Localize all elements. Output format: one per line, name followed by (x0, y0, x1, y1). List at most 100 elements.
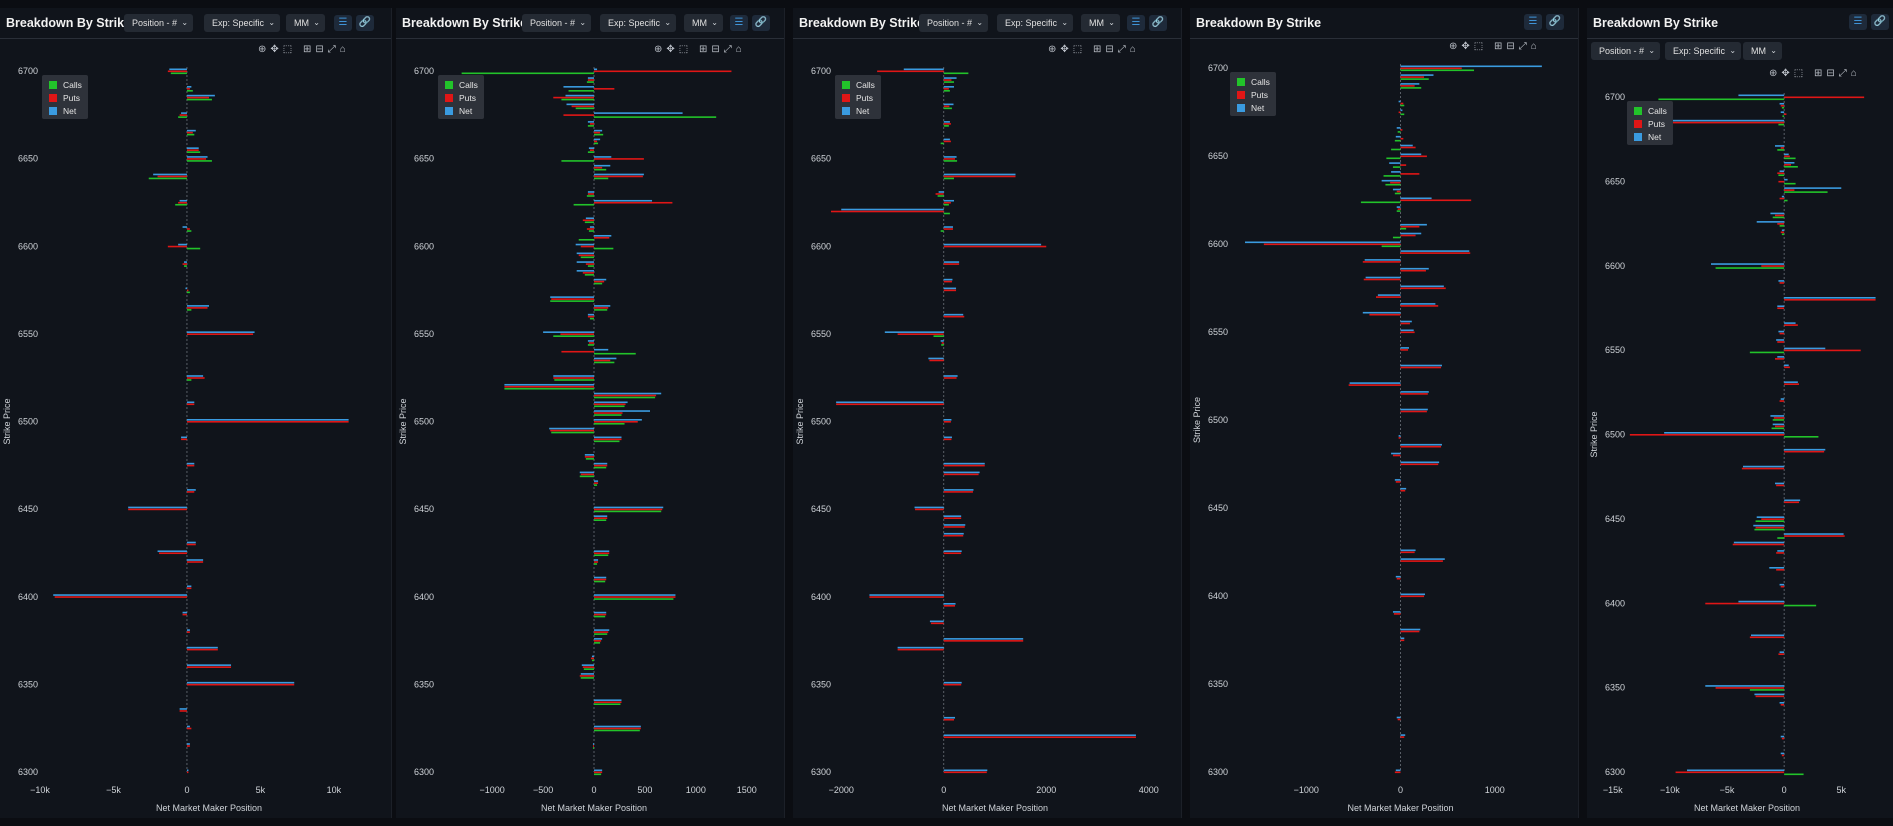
net-bar (1784, 297, 1876, 299)
puts-bar (54, 596, 187, 598)
position-dropdown[interactable]: Position - # ⌄ (124, 14, 194, 32)
calls-bar (943, 90, 950, 92)
net-bar (943, 550, 962, 553)
puts-bar (1784, 155, 1790, 158)
net-bar (53, 594, 187, 596)
mm-dropdown[interactable]: MM ⌄ (1081, 14, 1120, 32)
expiration-dropdown[interactable]: Exp: Specific ⌄ (997, 14, 1074, 32)
net-bar (1780, 735, 1785, 738)
net-bar (594, 305, 611, 307)
puts-bar (186, 421, 349, 423)
calls-bar (943, 107, 952, 110)
strike-chart-2[interactable]: 6700 6650 6600 6550 6500 6450 6400 6350 6300 −100… (396, 8, 785, 818)
puts-bar (594, 158, 644, 160)
link-icon[interactable]: 🔗 (1149, 15, 1167, 31)
puts-bar (943, 534, 964, 537)
strike-chart-1[interactable]: 6700 6650 6600 6550 6500 6450 6400 6350 6300 −10k… (0, 8, 392, 818)
panel-header: Breakdown By Strike ☰ 🔗 (1190, 8, 1578, 39)
net-bar (1400, 408, 1428, 411)
position-dropdown[interactable]: Position - # ⌄ (522, 14, 592, 32)
calls-bar (1784, 604, 1817, 607)
calls-bar (587, 344, 594, 346)
legend-swatch-puts (1634, 120, 1642, 128)
calls-bar (1771, 427, 1785, 430)
panel-header: Breakdown By Strike Position - # ⌄ Exp: S… (0, 8, 391, 39)
position-dropdown[interactable]: Position - # ⌄ (1591, 42, 1661, 60)
calls-bar (561, 160, 594, 162)
panel-title: Breakdown By Strike (799, 16, 925, 30)
calls-bar (1781, 106, 1785, 109)
calls-bar (175, 203, 187, 206)
net-bar (1777, 305, 1785, 308)
calls-bar (1715, 267, 1785, 269)
chart-toolbar[interactable]: ⊕✥⬚ ⊞⊟⤢⌂ (1048, 44, 1140, 55)
puts-bar (1400, 155, 1427, 158)
calls-bar (594, 633, 608, 635)
chart-toolbar[interactable]: ⊕✥⬚ ⊞⊟⤢⌂ (654, 44, 746, 55)
puts-bar (550, 429, 594, 432)
chart-toolbar[interactable]: ⊕✥⬚ ⊞⊟⤢⌂ (1449, 41, 1541, 52)
puts-bar (586, 228, 594, 230)
puts-bar (186, 88, 190, 90)
calls-bar (594, 361, 615, 364)
puts-bar (1779, 282, 1785, 284)
mm-dropdown[interactable]: MM ⌄ (286, 14, 325, 32)
net-bar (581, 664, 594, 666)
net-bar (1705, 685, 1785, 687)
list-icon[interactable]: ☰ (1127, 15, 1145, 31)
calls-bar (589, 317, 594, 320)
puts-bar (1780, 147, 1785, 149)
expiration-dropdown[interactable]: Exp: Specific ⌄ (1665, 42, 1742, 60)
net-bar (943, 471, 980, 474)
net-bar (587, 77, 594, 79)
chart-toolbar[interactable]: ⊕✥⬚ ⊞⊟⤢⌂ (1769, 68, 1861, 79)
puts-bar (1400, 85, 1415, 87)
position-dropdown[interactable]: Position - # ⌄ (919, 14, 989, 32)
link-icon[interactable]: 🔗 (1871, 14, 1889, 30)
net-bar (566, 103, 594, 106)
chart-toolbar[interactable]: ⊕✥⬚ ⊞⊟⤢⌂ (258, 44, 350, 55)
puts-bar (587, 315, 594, 318)
x-tick-label: −5k (1720, 785, 1735, 795)
strike-chart-4[interactable]: 6700 6650 6600 6550 6500 6450 6400 6350 6300 −100… (1190, 8, 1579, 818)
list-icon[interactable]: ☰ (334, 15, 352, 31)
list-icon[interactable]: ☰ (1849, 14, 1867, 30)
net-bar (594, 156, 612, 158)
puts-bar (182, 613, 187, 616)
mm-dropdown[interactable]: MM ⌄ (684, 14, 723, 32)
strike-chart-3[interactable]: 6700 6650 6600 6550 6500 6450 6400 6350 6300 −200… (793, 8, 1182, 818)
chevron-down-icon: ⌄ (664, 18, 672, 27)
list-icon[interactable]: ☰ (1524, 14, 1542, 30)
mm-dropdown[interactable]: MM ⌄ (1743, 42, 1782, 60)
calls-bar (579, 475, 594, 478)
puts-bar (588, 342, 594, 344)
puts-bar (1784, 535, 1845, 537)
calls-bar (1400, 87, 1422, 89)
calls-bar (594, 466, 607, 469)
net-bar (1400, 250, 1470, 252)
panel-title: Breakdown By Strike (1196, 16, 1322, 30)
list-icon[interactable]: ☰ (730, 15, 748, 31)
puts-bar (553, 377, 594, 379)
link-icon[interactable]: 🔗 (356, 15, 374, 31)
puts-bar (943, 79, 952, 81)
strike-chart-5[interactable]: 6700 6650 6600 6550 6500 6450 6400 6350 6300 −15k… (1587, 8, 1893, 818)
calls-bar (1400, 69, 1475, 72)
x-tick-label: 0 (1398, 785, 1403, 795)
puts-bar (594, 552, 610, 555)
calls-bar (1385, 183, 1401, 186)
y-tick-label: 6300 (1605, 767, 1625, 777)
link-icon[interactable]: 🔗 (1546, 14, 1564, 30)
expiration-dropdown[interactable]: Exp: Specific ⌄ (204, 14, 281, 32)
net-bar (943, 226, 953, 228)
net-bar (587, 191, 594, 193)
calls-bar (1755, 520, 1785, 522)
link-icon[interactable]: 🔗 (752, 15, 770, 31)
expiration-dropdown[interactable]: Exp: Specific ⌄ (600, 14, 677, 32)
net-bar (589, 226, 594, 228)
puts-bar (186, 158, 207, 160)
calls-bar (186, 247, 201, 250)
legend-label-puts: Puts (1648, 119, 1665, 129)
net-bar (929, 620, 944, 623)
net-bar (594, 594, 676, 596)
